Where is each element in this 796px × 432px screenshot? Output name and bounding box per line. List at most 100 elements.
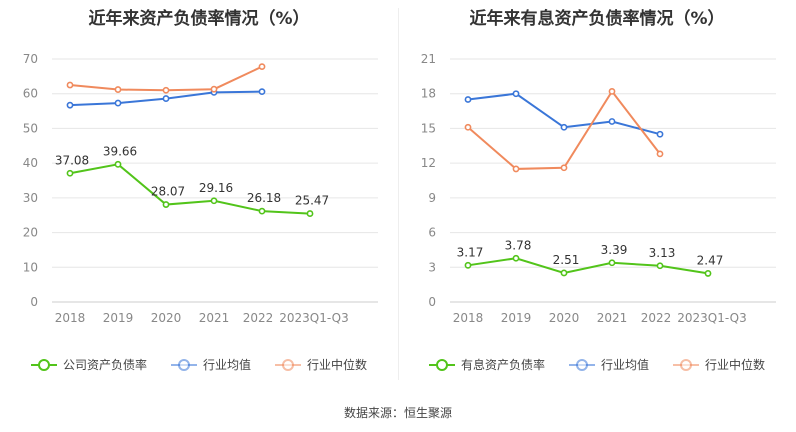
y-tick-label: 10 [23, 260, 38, 274]
y-tick-label: 50 [23, 121, 38, 135]
legend-item[interactable]: 行业均值 [170, 356, 251, 373]
line-chart-right: 0 3 6 9 12 15 18 21 2018 2019 2020 2021 2022 2023Q1-Q… [421, 52, 776, 325]
data-point [656, 130, 664, 138]
line-chart-left: 0 10 20 30 40 50 60 70 2018 2019 2020 2021 2022 2023Q… [23, 52, 378, 325]
x-tick-label: 2021 [199, 311, 230, 325]
data-label: 2.51 [553, 253, 580, 267]
legend-label: 行业中位数 [307, 358, 368, 372]
data-label: 39.66 [103, 144, 137, 158]
data-point [162, 86, 170, 94]
data-point [162, 95, 170, 102]
data-point [258, 63, 266, 71]
x-tick-label: 2018 [453, 311, 484, 325]
data-source: 数据来源：恒生聚源 [343, 406, 452, 420]
y-tick-label: 0 [30, 295, 38, 309]
data-label: 25.47 [295, 194, 329, 208]
legend-marker-icon [568, 358, 595, 371]
chart-panel-left: 近年来资产负债率情况（%） 0 10 20 30 40 50 60 70 2018 2019 202… [0, 0, 398, 400]
y-tick-label: 18 [421, 87, 436, 101]
x-tick-label: 2019 [103, 311, 134, 325]
data-point [704, 270, 712, 277]
data-point [210, 197, 218, 205]
y-tick-label: 70 [23, 52, 38, 66]
data-point [66, 101, 74, 109]
chart-title-right: 近年来有息资产负债率情况（%） [469, 9, 725, 29]
legend-marker-icon [428, 358, 455, 371]
legend-item[interactable]: 有息资产负债率 [428, 356, 545, 373]
x-tick-label: 2020 [549, 311, 580, 325]
data-point [66, 169, 74, 177]
data-point [560, 164, 568, 172]
data-label: 37.08 [55, 153, 89, 167]
data-point [608, 88, 616, 95]
legend-label: 行业均值 [600, 358, 649, 372]
data-point [114, 86, 122, 93]
data-point [306, 210, 314, 217]
data-point [210, 85, 218, 93]
legend-item[interactable]: 行业中位数 [275, 356, 367, 373]
data-label: 3.39 [601, 243, 628, 257]
data-point [560, 269, 568, 277]
data-point [464, 96, 472, 103]
data-point [258, 207, 266, 215]
x-tick-label: 2022 [641, 311, 672, 325]
x-tick-label: 2020 [151, 311, 182, 325]
x-tick-label: 2019 [501, 311, 532, 325]
data-point [512, 165, 520, 173]
data-label: 26.18 [247, 191, 281, 205]
data-point [464, 261, 472, 269]
legend-label: 行业中位数 [705, 358, 766, 372]
panel-divider [398, 8, 399, 380]
legend-marker-icon [275, 358, 301, 371]
data-point [608, 118, 616, 125]
legend-marker-icon [170, 358, 197, 371]
data-point [656, 150, 664, 158]
data-label: 28.07 [151, 185, 185, 199]
series-line-0 [467, 257, 709, 275]
data-point [512, 254, 520, 262]
x-tick-label: 2023Q1-Q3 [677, 311, 746, 325]
data-point [66, 81, 74, 89]
legend-right: 有息资产负债率 行业均值 行业中位数 [398, 356, 796, 373]
chart-panel-right: 近年来有息资产负债率情况（%） 0 3 6 9 12 15 18 21 2018 2019 2020… [398, 0, 796, 400]
y-tick-label: 3 [428, 260, 436, 274]
legend-label: 有息资产负债率 [460, 358, 545, 372]
y-tick-label: 9 [428, 191, 436, 205]
y-tick-label: 0 [428, 295, 436, 309]
data-point [162, 201, 170, 208]
x-tick-label: 2023Q1-Q3 [279, 311, 348, 325]
legend-item[interactable]: 公司资产负债率 [30, 356, 147, 373]
data-point [560, 123, 568, 131]
y-tick-label: 21 [421, 52, 436, 66]
data-point [512, 90, 520, 98]
data-label: 3.78 [505, 238, 532, 252]
y-tick-label: 30 [23, 191, 38, 205]
legend-label: 行业均值 [202, 358, 251, 372]
data-point [656, 262, 664, 270]
y-tick-label: 40 [23, 156, 38, 170]
data-label: 29.16 [199, 181, 233, 195]
data-point [608, 259, 616, 267]
y-tick-label: 20 [23, 226, 38, 240]
x-tick-label: 2022 [243, 311, 274, 325]
y-tick-label: 12 [421, 156, 436, 170]
x-tick-label: 2018 [55, 311, 86, 325]
data-point [258, 88, 266, 96]
x-tick-label: 2021 [597, 311, 628, 325]
legend-item[interactable]: 行业均值 [568, 356, 649, 373]
series-line-0 [69, 163, 311, 215]
y-tick-label: 15 [421, 121, 436, 135]
series-line-2 [69, 65, 263, 92]
data-point [464, 123, 472, 131]
legend-marker-icon [673, 358, 699, 371]
legend-item[interactable]: 行业中位数 [673, 356, 765, 373]
data-label: 2.47 [697, 253, 724, 267]
legend-marker-icon [30, 358, 57, 371]
y-tick-label: 60 [23, 87, 38, 101]
data-label: 3.17 [457, 245, 484, 259]
chart-title-left: 近年来资产负债率情况（%） [88, 9, 310, 29]
y-tick-label: 6 [428, 226, 436, 240]
data-point [114, 160, 122, 168]
data-label: 3.13 [649, 246, 676, 260]
legend-left: 公司资产负债率 行业均值 行业中位数 [0, 356, 398, 373]
